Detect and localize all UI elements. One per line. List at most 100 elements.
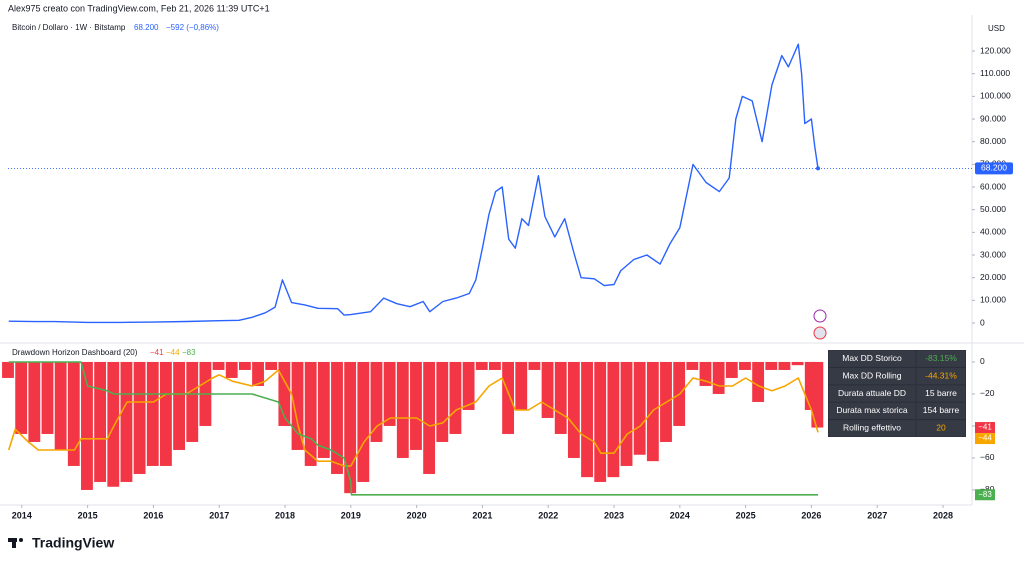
- x-tick-label: 2022: [538, 510, 558, 520]
- drawdown-bar: [475, 361, 488, 370]
- drawdown-bar: [331, 361, 343, 474]
- drawdown-bar: [515, 361, 528, 410]
- price-badge: [975, 162, 1013, 175]
- table-cell: [828, 367, 916, 385]
- drawdown-bar: [238, 361, 251, 370]
- drawdown-bar: [410, 361, 422, 450]
- attribution: Alex975 creato con TradingView.com, Feb …: [8, 3, 270, 13]
- change: −592 (−0,86%): [166, 23, 219, 32]
- logo: TradingView: [8, 535, 114, 551]
- x-tick-label: 2024: [670, 510, 690, 520]
- y-tick-label: 40.000: [980, 227, 1006, 237]
- drawdown-bar: [278, 361, 291, 426]
- drawdown-bar: [212, 361, 225, 370]
- value-badge: [975, 489, 995, 501]
- drawdown-bar: [146, 361, 159, 466]
- drawdown-bar: [67, 361, 80, 466]
- y-tick-label: 20.000: [980, 272, 1006, 282]
- x-tick-label: 2017: [209, 510, 229, 520]
- table-label: Max DD Storico: [842, 353, 902, 363]
- table-label: Durata attuale DD: [838, 388, 906, 398]
- series-line: [8, 43, 819, 324]
- drawdown-bar: [159, 361, 172, 466]
- value-badge: [975, 422, 995, 434]
- drawdown-bar: [699, 361, 712, 386]
- table-cell: [828, 402, 916, 420]
- x-tick-label: 2027: [867, 510, 887, 520]
- event-icon[interactable]: [813, 309, 827, 323]
- legend-value: −83: [182, 348, 196, 357]
- x-tick-label: 2015: [78, 510, 98, 520]
- drawdown-bar: [344, 361, 357, 494]
- symbol-name: Bitcoin / Dollaro · 1W · Bitstamp: [12, 23, 126, 32]
- logo-mark: [12, 538, 16, 548]
- series-line: [8, 361, 818, 496]
- x-tick-label: 2026: [801, 510, 821, 520]
- drawdown-bar: [541, 361, 554, 418]
- last-point: [816, 166, 821, 171]
- drawdown-bar: [173, 361, 186, 450]
- drawdown-bar: [739, 361, 751, 370]
- drawdown-bar: [396, 361, 409, 458]
- drawdown-bar: [15, 361, 28, 434]
- table-label: Rolling effettivo: [843, 423, 901, 433]
- drawdown-bar: [449, 361, 462, 434]
- x-tick-label: 2019: [341, 510, 361, 520]
- drawdown-bar: [436, 361, 449, 442]
- x-tick-label: 2025: [736, 510, 756, 520]
- drawdown-bar: [2, 361, 14, 378]
- drawdown-bar: [554, 361, 567, 434]
- table-label: Max DD Rolling: [842, 370, 901, 380]
- x-tick-label: 2014: [12, 510, 32, 520]
- drawdown-bar: [383, 361, 396, 426]
- drawdown-bar: [81, 361, 93, 490]
- table-cell: [916, 420, 966, 437]
- drawdown-bar: [225, 361, 238, 378]
- x-tick-label: 2020: [407, 510, 427, 520]
- drawdown-bar: [54, 361, 67, 450]
- last-value: 68.200: [134, 23, 159, 32]
- drawdown-bar: [462, 361, 475, 410]
- drawdown-bar: [581, 361, 593, 478]
- table-cell: [916, 402, 966, 420]
- drawdown-bar: [686, 361, 699, 370]
- y-tick-label: 90.000: [980, 113, 1006, 123]
- y-tick-label: 120.000: [980, 45, 1011, 55]
- table-cell: [916, 350, 966, 367]
- drawdown-bar: [752, 361, 765, 402]
- x-tick-label: 2016: [143, 510, 163, 520]
- table-cell: [828, 385, 916, 402]
- drawdown-bar: [94, 361, 107, 482]
- drawdown-bar: [528, 361, 541, 370]
- table-cell: [916, 385, 966, 402]
- drawdown-bar: [28, 361, 41, 442]
- drawdown-bar: [765, 361, 778, 370]
- table-value: -83.15%: [925, 353, 957, 363]
- table-cell: [828, 420, 916, 437]
- table-label: Durata max storica: [836, 405, 908, 415]
- table-value: 20: [936, 423, 946, 433]
- drawdown-bar: [633, 361, 646, 455]
- y-tick-label: 0: [980, 317, 985, 327]
- drawdown-bar: [291, 361, 304, 450]
- flag-icon[interactable]: [813, 326, 827, 340]
- table-value: 154 barre: [923, 405, 960, 415]
- legend-value: −44: [166, 348, 180, 357]
- table-cell: [828, 350, 916, 367]
- logo-text: TradingView: [32, 535, 114, 551]
- price-badge-label: 68.200: [981, 163, 1007, 173]
- drawdown-bar: [594, 361, 607, 482]
- value-badge-label: −44: [978, 434, 992, 443]
- y-tick-label: 60.000: [980, 181, 1006, 191]
- logo-mark: [19, 538, 23, 542]
- x-tick-label: 2018: [275, 510, 295, 520]
- table-value: 15 barre: [925, 388, 957, 398]
- drawdown-bar: [620, 361, 633, 466]
- drawdown-bar: [607, 361, 620, 478]
- drawdown-bar: [804, 361, 817, 410]
- x-tick-label: 2021: [472, 510, 492, 520]
- drawdown-bar: [370, 361, 383, 442]
